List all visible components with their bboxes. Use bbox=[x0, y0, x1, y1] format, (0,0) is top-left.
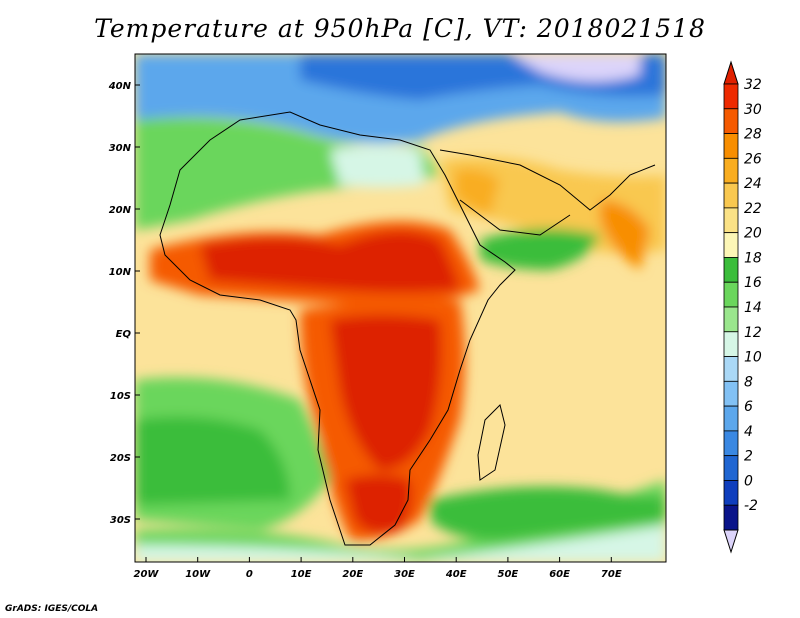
lon-tick-label: 50E bbox=[498, 569, 519, 580]
colorbar-label: 8 bbox=[744, 374, 753, 390]
colorbar-label: 28 bbox=[744, 127, 762, 143]
colorbar-segment bbox=[723, 108, 739, 134]
lon-tick-label: 20W bbox=[134, 569, 160, 580]
colorbar-label: 32 bbox=[744, 77, 762, 93]
map-field bbox=[135, 54, 666, 562]
coastline bbox=[159, 111, 656, 546]
colorbar-label: 10 bbox=[744, 350, 762, 366]
lat-tick-label: 40N bbox=[108, 81, 132, 92]
colorbar-segment bbox=[723, 480, 739, 506]
colorbar-segment bbox=[723, 405, 739, 432]
colorbar-segment bbox=[723, 83, 739, 110]
lat-tick-label: 10S bbox=[110, 391, 131, 402]
lon-tick-label: 70E bbox=[601, 569, 622, 580]
colorbar-segment bbox=[723, 157, 739, 184]
colorbar-label: -2 bbox=[744, 498, 758, 514]
colorbar-segment bbox=[723, 281, 739, 308]
colorbar-top-cap bbox=[723, 60, 739, 85]
colorbar-label: 14 bbox=[744, 300, 762, 316]
colorbar-segment bbox=[723, 133, 739, 159]
colorbar-segment bbox=[723, 380, 739, 407]
colorbar-segment bbox=[723, 331, 739, 357]
map-title: Temperature at 950hPa [C], VT: 201802151… bbox=[94, 14, 706, 43]
colorbar-label: 6 bbox=[744, 399, 753, 415]
colorbar-label: 12 bbox=[744, 325, 762, 341]
colorbar-label: 4 bbox=[744, 424, 753, 440]
map-frame bbox=[134, 53, 667, 563]
lon-tick-label: 40E bbox=[445, 569, 467, 580]
lat-tick-label: EQ bbox=[116, 329, 132, 340]
colorbar-segment bbox=[723, 257, 739, 283]
colorbar-segment bbox=[723, 232, 739, 258]
colorbar-label: 22 bbox=[744, 201, 762, 217]
colorbar-label: 20 bbox=[744, 226, 762, 242]
colorbar-segment bbox=[723, 455, 739, 481]
colorbar-segment bbox=[723, 356, 739, 382]
colorbar-label: 2 bbox=[744, 449, 753, 465]
colorbar-segment bbox=[723, 504, 739, 531]
latitude-axis: 40N 30N 20N 10N EQ 10S 20S 30S bbox=[108, 81, 140, 526]
lat-tick-label: 30N bbox=[109, 143, 132, 154]
longitude-axis: 20W 10W 0 10E 20E 30E 40E 50E 60E 70E bbox=[134, 557, 622, 580]
lon-tick-label: 10E bbox=[291, 569, 312, 580]
colorbar-segment bbox=[723, 182, 739, 209]
credit-text: GrADS: IGES/COLA bbox=[5, 604, 99, 614]
colorbar-label: 0 bbox=[744, 473, 753, 489]
lat-tick-label: 20S bbox=[110, 453, 131, 464]
colorbar-label: 16 bbox=[744, 275, 762, 291]
colorbar-label: 26 bbox=[744, 151, 762, 167]
lon-tick-label: 20E bbox=[342, 569, 363, 580]
colorbar-label: 24 bbox=[744, 176, 762, 192]
colorbar-label: 18 bbox=[744, 250, 762, 266]
lon-tick-label: 0 bbox=[246, 569, 253, 580]
colorbar-segment bbox=[723, 207, 739, 234]
lon-tick-label: 30E bbox=[394, 569, 415, 580]
colorbar-segment bbox=[723, 306, 739, 333]
colorbar-label: 30 bbox=[744, 102, 762, 118]
lon-tick-label: 10W bbox=[185, 569, 211, 580]
lat-tick-label: 20N bbox=[109, 205, 132, 216]
lon-tick-label: 60E bbox=[549, 569, 570, 580]
lat-tick-label: 30S bbox=[110, 515, 131, 526]
colorbar-segment bbox=[723, 430, 739, 457]
lat-tick-label: 10N bbox=[109, 267, 132, 278]
colorbar-bottom-cap bbox=[723, 529, 739, 554]
